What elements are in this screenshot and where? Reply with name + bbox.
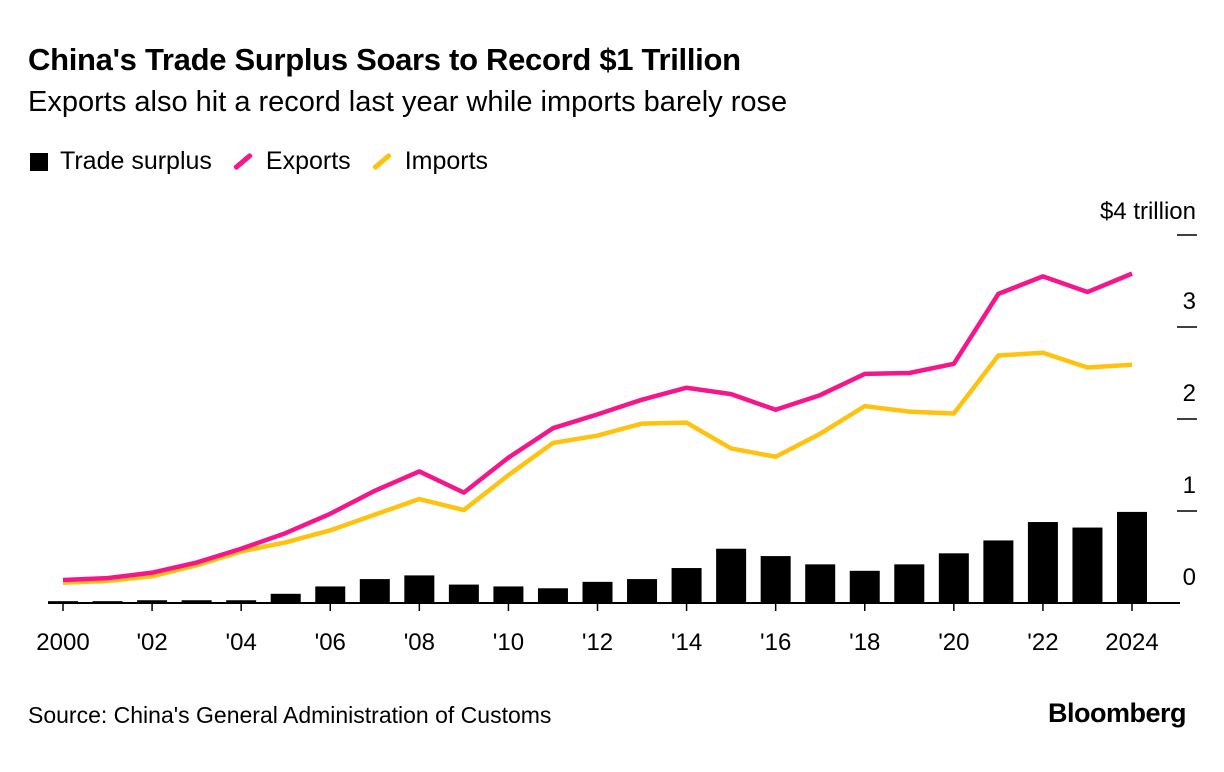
bar-surplus-2003 [181,600,212,603]
legend: Trade surplus Exports Imports [30,147,508,176]
bar-surplus-2010 [493,586,524,603]
x-tick-label: '12 [582,629,613,656]
legend-item-surplus: Trade surplus [30,147,212,176]
bar-surplus-2013 [627,579,658,603]
bar-surplus-2008 [404,575,435,603]
legend-item-exports: Exports [232,147,351,176]
chart-title: China's Trade Surplus Soars to Record $1… [28,42,741,77]
x-tick-label: '16 [760,629,791,656]
bar-surplus-2014 [671,568,702,603]
legend-label: Imports [404,147,489,175]
bar-surplus-2024 [1117,511,1147,603]
bar-surplus-2015 [716,548,747,603]
bar-surplus-2004 [226,600,257,603]
bar-surplus-2011 [537,588,568,603]
y-tick-label: 1 [1183,472,1196,499]
bar-surplus-2019 [894,564,925,603]
bar-surplus-2012 [582,581,613,603]
x-tick-label: '22 [1027,629,1058,656]
bar-surplus-2005 [270,593,301,603]
x-tick-label: 2024 [1105,629,1158,656]
bar-surplus-2007 [359,579,390,603]
bar-surplus-2018 [849,570,880,603]
bar-surplus-2022 [1027,522,1058,603]
bar-surplus-2020 [938,553,969,603]
bar-surplus-2016 [760,556,791,603]
x-tick-label: '06 [315,629,346,656]
source-note: Source: China's General Administration o… [28,702,552,728]
legend-label: Trade surplus [60,147,212,175]
bar-surplus-2009 [448,584,479,603]
legend-label: Exports [265,147,351,175]
line-exports [62,271,1133,583]
y-tick-label: 3 [1183,288,1196,315]
bar-surplus-2017 [805,564,836,603]
x-tick-label: '14 [671,629,702,656]
y-tick-label: 2 [1183,380,1196,407]
bar-surplus-2002 [137,600,168,603]
x-tick-label: 2000 [36,629,89,656]
x-tick-label: '04 [226,629,257,656]
bar-surplus-2006 [315,586,346,603]
x-tick-label: '08 [404,629,435,656]
chart-subtitle: Exports also hit a record last year whil… [28,86,788,118]
bar-surplus-2021 [983,540,1014,603]
legend-item-imports: Imports [371,147,488,176]
x-tick-label: '18 [849,629,880,656]
x-tick-label: '20 [938,629,969,656]
line-imports [62,350,1133,586]
y-tick-label: 0 [1183,564,1196,591]
legend-swatch-surplus [30,152,48,171]
x-tick-label: '10 [493,629,524,656]
x-tick-label: '02 [136,629,167,656]
bar-surplus-2023 [1072,527,1103,603]
y-tick-label: $4 trillion [1100,198,1196,225]
bloomberg-logo: Bloomberg [1047,698,1187,728]
